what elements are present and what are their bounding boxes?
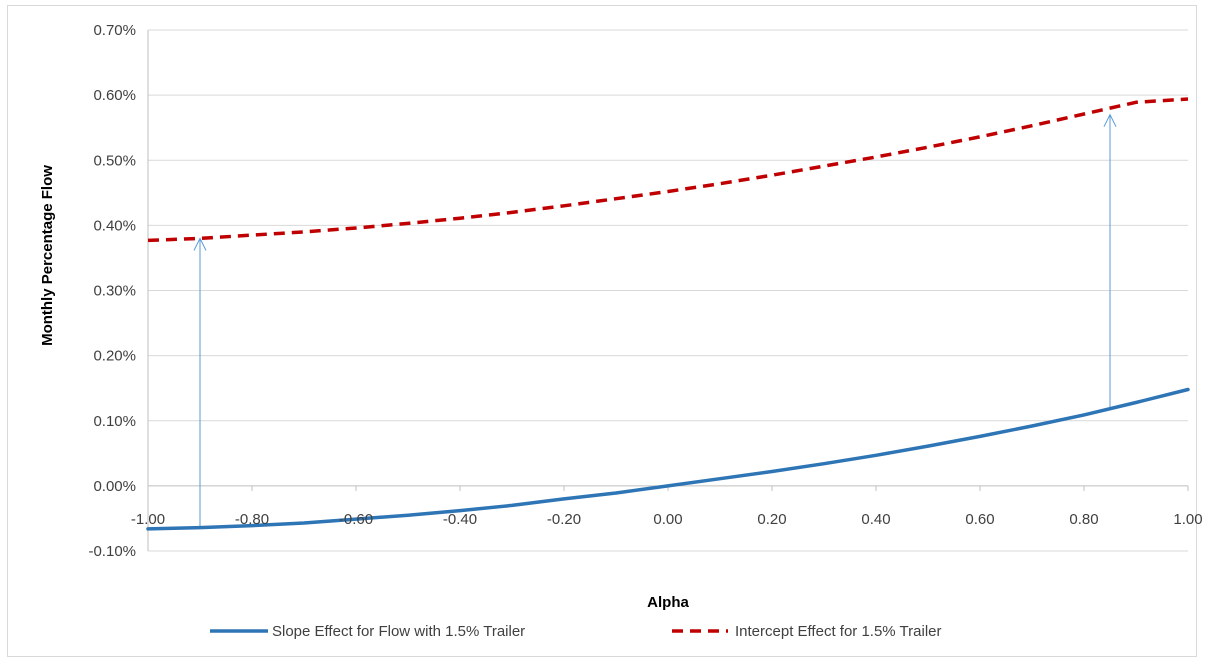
series-line-slope-effect <box>146 387 1190 531</box>
x-tick-label: -0.60 <box>339 511 373 528</box>
x-tick-label: 0.00 <box>653 511 682 528</box>
arrow-head <box>1103 113 1117 127</box>
chart-frame <box>7 5 1197 657</box>
x-tick-label: -0.20 <box>547 511 581 528</box>
legend-label-slope-effect: Slope Effect for Flow with 1.5% Trailer <box>272 623 525 640</box>
x-tick-label: 1.00 <box>1173 511 1202 528</box>
x-tick-label: -0.40 <box>443 511 477 528</box>
x-tick-label: 0.80 <box>1069 511 1098 528</box>
tick-labels: -0.10% 0.00% 0.10% 0.20% 0.30% 0.40% 0.50% 0.60… <box>88 22 1202 560</box>
y-tick-label: 0.00% <box>93 478 136 495</box>
y-tick-label: 0.70% <box>93 22 136 39</box>
series-line-intercept-effect <box>147 97 1189 243</box>
arrow-head <box>193 237 207 251</box>
annotation-arrow <box>1103 113 1117 408</box>
annotation-arrows <box>193 113 1117 528</box>
y-tick-label: 0.20% <box>93 348 136 365</box>
legend: Slope Effect for Flow with 1.5% Trailer … <box>210 623 941 640</box>
legend-label-intercept-effect: Intercept Effect for 1.5% Trailer <box>735 623 941 640</box>
y-tick-label: 0.60% <box>93 87 136 104</box>
y-tick-label: 0.30% <box>93 283 136 300</box>
y-tick-label: 0.40% <box>93 217 136 234</box>
x-tick-label: 0.20 <box>757 511 786 528</box>
x-tick-label: 0.60 <box>965 511 994 528</box>
annotation-arrow <box>193 237 207 528</box>
y-tick-label: 0.50% <box>93 152 136 169</box>
series <box>146 97 1190 531</box>
x-tick-label: -1.00 <box>131 511 165 528</box>
y-axis-title: Monthly Percentage Flow <box>39 165 56 346</box>
x-tick-label: 0.40 <box>861 511 890 528</box>
x-tick-label: -0.80 <box>235 511 269 528</box>
y-tick-label: 0.10% <box>93 413 136 430</box>
y-tick-label: -0.10% <box>88 543 136 560</box>
x-axis-title: Alpha <box>647 594 689 611</box>
gridlines <box>148 29 1188 552</box>
